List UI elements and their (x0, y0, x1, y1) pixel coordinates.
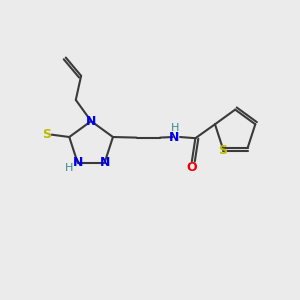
Text: N: N (72, 156, 83, 169)
Text: N: N (99, 156, 110, 169)
Text: N: N (86, 115, 96, 128)
Text: N: N (169, 130, 179, 143)
Text: H: H (171, 123, 179, 133)
Text: H: H (65, 163, 74, 173)
Text: O: O (187, 161, 197, 174)
Text: S: S (42, 128, 51, 141)
Text: S: S (218, 144, 227, 157)
